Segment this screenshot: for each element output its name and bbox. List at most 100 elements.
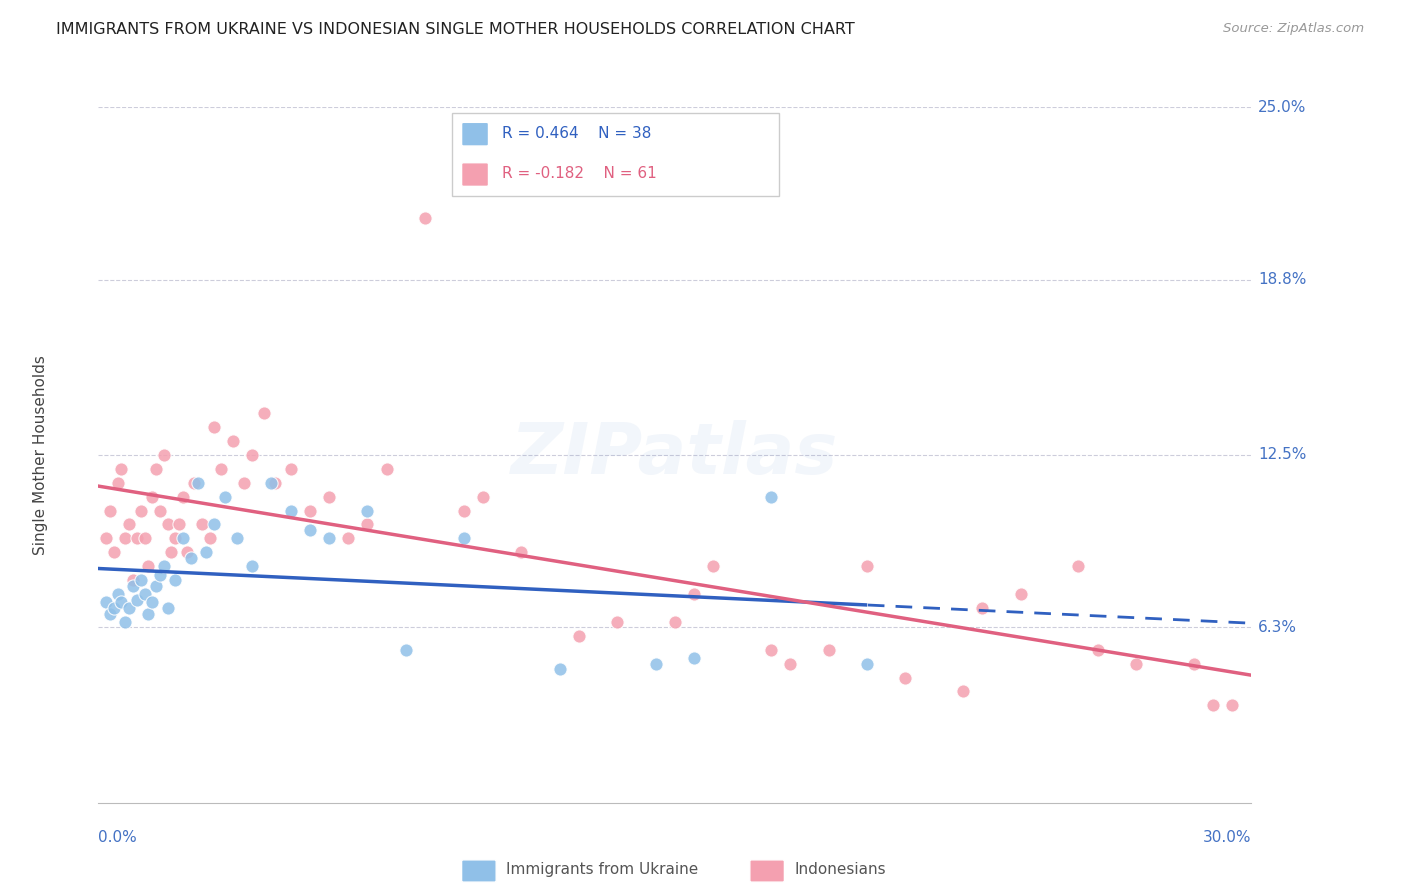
Point xyxy=(1202,698,1225,713)
Point xyxy=(298,503,321,517)
Point xyxy=(1010,587,1032,601)
Point xyxy=(318,490,340,504)
Point xyxy=(894,671,917,685)
Point xyxy=(240,559,263,574)
Point xyxy=(165,532,187,546)
Point xyxy=(1087,642,1109,657)
Point xyxy=(118,601,141,615)
Text: 30.0%: 30.0% xyxy=(1204,830,1251,845)
Point xyxy=(222,434,245,448)
Point xyxy=(129,573,152,587)
Text: Indonesians: Indonesians xyxy=(794,862,886,877)
Point xyxy=(759,642,782,657)
Point xyxy=(356,503,378,517)
Bar xyxy=(451,112,779,196)
Point xyxy=(356,517,378,532)
Point xyxy=(264,475,287,490)
Point xyxy=(209,462,232,476)
FancyBboxPatch shape xyxy=(461,860,496,882)
Point xyxy=(141,490,163,504)
Point xyxy=(856,657,879,671)
Point xyxy=(149,567,172,582)
Point xyxy=(548,662,571,676)
Text: 25.0%: 25.0% xyxy=(1258,100,1306,114)
Point xyxy=(167,517,190,532)
Point xyxy=(214,490,236,504)
Text: 0.0%: 0.0% xyxy=(98,830,138,845)
Point xyxy=(759,490,782,504)
Point xyxy=(94,532,117,546)
Point xyxy=(114,532,136,546)
Point xyxy=(103,601,125,615)
Point xyxy=(298,523,321,537)
Text: IMMIGRANTS FROM UKRAINE VS INDONESIAN SINGLE MOTHER HOUSEHOLDS CORRELATION CHART: IMMIGRANTS FROM UKRAINE VS INDONESIAN SI… xyxy=(56,22,855,37)
Point xyxy=(141,595,163,609)
Point xyxy=(110,595,132,609)
Point xyxy=(183,475,205,490)
Point xyxy=(395,642,418,657)
Text: 12.5%: 12.5% xyxy=(1258,448,1306,462)
Point xyxy=(145,462,167,476)
Text: Immigrants from Ukraine: Immigrants from Ukraine xyxy=(506,862,697,877)
Point xyxy=(107,587,129,601)
Point xyxy=(702,559,724,574)
Point xyxy=(152,448,174,462)
Point xyxy=(125,592,148,607)
Point xyxy=(145,579,167,593)
Point xyxy=(510,545,533,559)
FancyBboxPatch shape xyxy=(461,162,488,186)
Point xyxy=(98,503,121,517)
Point xyxy=(856,559,879,574)
Point xyxy=(134,587,156,601)
Point xyxy=(253,406,276,420)
Text: Source: ZipAtlas.com: Source: ZipAtlas.com xyxy=(1223,22,1364,36)
Point xyxy=(337,532,360,546)
Point xyxy=(225,532,247,546)
Point xyxy=(125,532,148,546)
Point xyxy=(683,587,706,601)
Point xyxy=(180,550,202,565)
Point xyxy=(972,601,994,615)
Point xyxy=(1182,657,1205,671)
Point xyxy=(683,651,706,665)
Point xyxy=(644,657,666,671)
Point xyxy=(165,573,187,587)
Point xyxy=(122,573,145,587)
Point xyxy=(176,545,198,559)
Point xyxy=(240,448,263,462)
Point xyxy=(129,503,152,517)
Point xyxy=(198,532,221,546)
Point xyxy=(202,517,225,532)
FancyBboxPatch shape xyxy=(749,860,785,882)
Point xyxy=(138,559,160,574)
Point xyxy=(103,545,125,559)
Text: Single Mother Households: Single Mother Households xyxy=(34,355,48,555)
Point xyxy=(233,475,256,490)
Point xyxy=(149,503,172,517)
Point xyxy=(664,615,686,629)
Point xyxy=(453,532,475,546)
Point xyxy=(195,545,218,559)
Text: ZIPatlas: ZIPatlas xyxy=(512,420,838,490)
Point xyxy=(118,517,141,532)
Point xyxy=(280,462,302,476)
Point xyxy=(202,420,225,434)
Point xyxy=(187,475,209,490)
Point xyxy=(375,462,398,476)
Point xyxy=(172,490,194,504)
Point xyxy=(779,657,801,671)
Point xyxy=(1067,559,1090,574)
FancyBboxPatch shape xyxy=(461,122,488,146)
Point xyxy=(134,532,156,546)
Point xyxy=(453,503,475,517)
Point xyxy=(606,615,628,629)
Point xyxy=(107,475,129,490)
Point xyxy=(280,503,302,517)
Point xyxy=(172,532,194,546)
Point xyxy=(191,517,214,532)
Point xyxy=(152,559,174,574)
Text: R = 0.464    N = 38: R = 0.464 N = 38 xyxy=(502,126,651,141)
Point xyxy=(94,595,117,609)
Point xyxy=(160,545,183,559)
Point xyxy=(952,684,974,698)
